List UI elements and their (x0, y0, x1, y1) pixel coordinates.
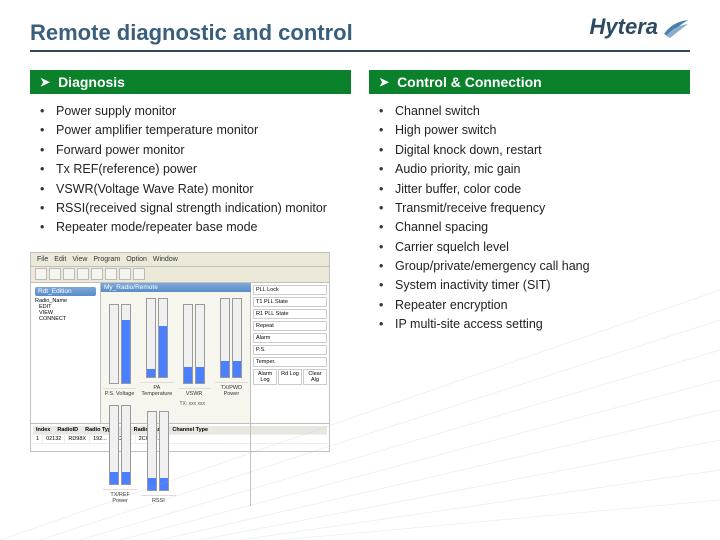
toolbar-button[interactable] (119, 268, 131, 280)
status-block: T1 PLL State (253, 297, 327, 307)
status-block: Alarm (253, 333, 327, 343)
menu-item[interactable]: Edit (54, 256, 66, 263)
diagnosis-header: ➤ Diagnosis (30, 70, 351, 94)
gauge-column: RSSI (139, 399, 177, 506)
chevron-icon: ➤ (40, 75, 50, 89)
app-body: Rdt_Edition Radio_Name EDIT VIEW CONNECT… (31, 283, 329, 423)
list-item: •Power amplifier temperature monitor (40, 121, 351, 140)
list-item: •Audio priority, mic gain (379, 160, 690, 179)
status-text-area: TX: xxx xxx (178, 399, 251, 506)
status-block: R1 PLL State (253, 309, 327, 319)
diagnosis-column: ➤ Diagnosis •Power supply monitor •Power… (30, 70, 351, 452)
toolbar-button[interactable] (133, 268, 145, 280)
menu-item[interactable]: Option (126, 256, 147, 263)
list-item: •Forward power monitor (40, 141, 351, 160)
list-item: •High power switch (379, 121, 690, 140)
side-button[interactable]: Alarm Log (253, 369, 277, 385)
table-header: RadioID (54, 426, 82, 434)
list-item: •RSSI(received signal strength indicatio… (40, 199, 351, 218)
tree-item[interactable]: CONNECT (39, 316, 96, 322)
list-item: •Tx REF(reference) power (40, 160, 351, 179)
control-header: ➤ Control & Connection (369, 70, 690, 94)
toolbar-button[interactable] (49, 268, 61, 280)
brand-logo: Hytera (590, 14, 690, 40)
main-panel-header: My_Radio/Remote (101, 283, 251, 292)
status-block: Repeat (253, 321, 327, 331)
gauge-column: TX/PWD Power (213, 292, 250, 399)
toolbar-button[interactable] (63, 268, 75, 280)
side-button[interactable]: Clear Alg (303, 369, 327, 385)
list-item: •IP multi-site access setting (379, 315, 690, 334)
control-column: ➤ Control & Connection •Channel switch •… (369, 70, 690, 452)
status-block: P.S. (253, 345, 327, 355)
menu-item[interactable]: File (37, 256, 48, 263)
menu-item[interactable]: View (72, 256, 87, 263)
menu-item[interactable]: Window (153, 256, 178, 263)
table-header: Channel Type (169, 426, 212, 434)
list-item: •Digital knock down, restart (379, 141, 690, 160)
status-block: PLL Lock (253, 285, 327, 295)
chevron-icon: ➤ (379, 75, 389, 89)
toolbar-button[interactable] (91, 268, 103, 280)
toolbar-button[interactable] (77, 268, 89, 280)
brand-name: Hytera (590, 14, 658, 40)
diagnosis-heading-text: Diagnosis (58, 74, 125, 90)
title-underline (30, 50, 690, 52)
content-columns: ➤ Diagnosis •Power supply monitor •Power… (30, 70, 690, 452)
gauge-column: VSWR (176, 292, 213, 399)
list-item: •Transmit/receive frequency (379, 199, 690, 218)
control-heading-text: Control & Connection (397, 74, 542, 90)
toolbar-button[interactable] (35, 268, 47, 280)
app-toolbar (31, 267, 329, 283)
list-item: •Group/private/emergency call hang (379, 257, 690, 276)
list-item: •Channel spacing (379, 218, 690, 237)
list-item: •Carrier squelch level (379, 238, 690, 257)
toolbar-button[interactable] (105, 268, 117, 280)
list-item: •VSWR(Voltage Wave Rate) monitor (40, 180, 351, 199)
slide: Hytera Remote diagnostic and control ➤ D… (0, 0, 720, 540)
app-menubar: File Edit View Program Option Window (31, 253, 329, 267)
list-item: •Channel switch (379, 102, 690, 121)
gauge-column: PA Temperature (138, 292, 175, 399)
app-tree-panel: Rdt_Edition Radio_Name EDIT VIEW CONNECT (31, 283, 101, 423)
tree-header: Rdt_Edition (35, 287, 96, 296)
list-item: •Repeater encryption (379, 296, 690, 315)
list-item: •System inactivity timer (SIT) (379, 276, 690, 295)
app-side-panel: PLL Lock T1 PLL State R1 PLL State Repea… (251, 283, 329, 423)
brand-swoosh-icon (662, 16, 690, 38)
menu-item[interactable]: Program (93, 256, 120, 263)
list-item: •Power supply monitor (40, 102, 351, 121)
gauge-column: P.S. Voltage (101, 292, 138, 399)
table-header: Index (33, 426, 54, 434)
side-button[interactable]: Rd Log (278, 369, 302, 385)
diagnosis-list: •Power supply monitor •Power amplifier t… (30, 102, 351, 238)
app-screenshot: File Edit View Program Option Window (30, 252, 330, 452)
list-item: •Repeater mode/repeater base mode (40, 218, 351, 237)
list-item: •Jitter buffer, color code (379, 180, 690, 199)
gauge-column: TX/REF Power (101, 399, 139, 506)
status-block: Temper. (253, 357, 327, 367)
control-list: •Channel switch •High power switch •Digi… (369, 102, 690, 335)
